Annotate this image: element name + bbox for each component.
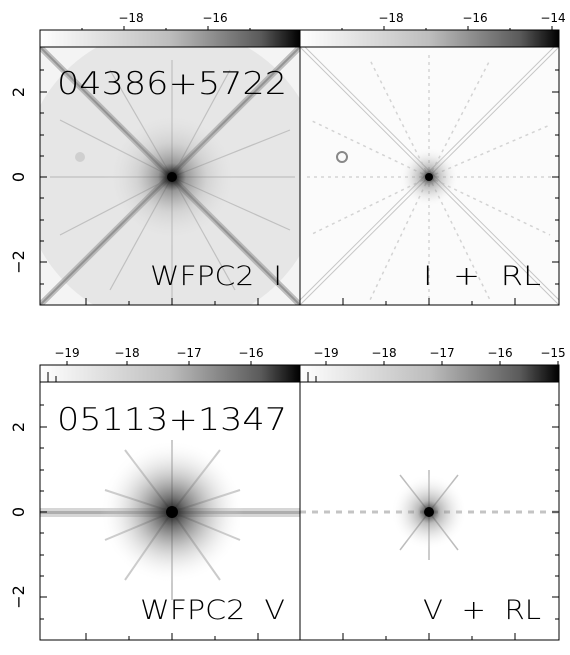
colorbar-bottom-right xyxy=(299,364,560,383)
y-tick-label: −2 xyxy=(9,585,28,609)
colorbar-bottom-left-tick: −18 xyxy=(114,346,139,360)
colorbar-top-right-tick: −14 xyxy=(540,11,565,25)
colorbar-bottom-right-tick: −19 xyxy=(313,346,338,360)
image-panel-bottom-left xyxy=(40,382,300,640)
image-panel-top-right xyxy=(300,47,559,305)
y-tick-label: −2 xyxy=(9,250,28,274)
colorbar-top-right-tick: −16 xyxy=(462,11,487,25)
object-name-bottom: 05113+1347 xyxy=(57,402,287,438)
colorbar-bottom-right-tick: −15 xyxy=(540,346,565,360)
colorbar-top-left-tick: −16 xyxy=(202,11,227,25)
colorbar-top-ticks xyxy=(81,26,553,30)
colorbar-bottom-right-tick: −17 xyxy=(429,346,454,360)
image-panel-bottom-right xyxy=(300,382,559,640)
colorbar-bottom-left-tick: −19 xyxy=(54,346,79,360)
y-tick-label: 0 xyxy=(9,172,28,182)
colorbar-top-right-tick: −18 xyxy=(378,11,403,25)
y-tick-label: 0 xyxy=(9,507,28,517)
colorbar-bottom-left-tick: −16 xyxy=(238,346,263,360)
y-tick-label: 2 xyxy=(9,87,28,97)
colorbar-bottom-right-tick: −18 xyxy=(371,346,396,360)
panel-label-top-right: I + RL xyxy=(423,261,541,292)
panel-label-top-left: WFPC2 I xyxy=(150,261,282,292)
y-tick-label: 2 xyxy=(9,422,28,432)
colorbar-bottom-ticks xyxy=(47,361,559,382)
axis-ticks xyxy=(40,69,559,640)
colorbar-bottom-right-tick: −16 xyxy=(487,346,512,360)
colorbar-top-right xyxy=(299,29,560,48)
object-name-top: 04386+5722 xyxy=(57,66,287,102)
colorbar-bottom-left-tick: −17 xyxy=(176,346,201,360)
colorbar-bottom-left xyxy=(39,364,301,383)
colorbar-top-left-tick: −18 xyxy=(118,11,143,25)
panel-label-bottom-right: V + RL xyxy=(423,595,541,626)
image-panel-top-left xyxy=(40,47,300,305)
colorbar-top-left xyxy=(39,29,301,48)
panel-label-bottom-left: WFPC2 V xyxy=(140,595,285,626)
